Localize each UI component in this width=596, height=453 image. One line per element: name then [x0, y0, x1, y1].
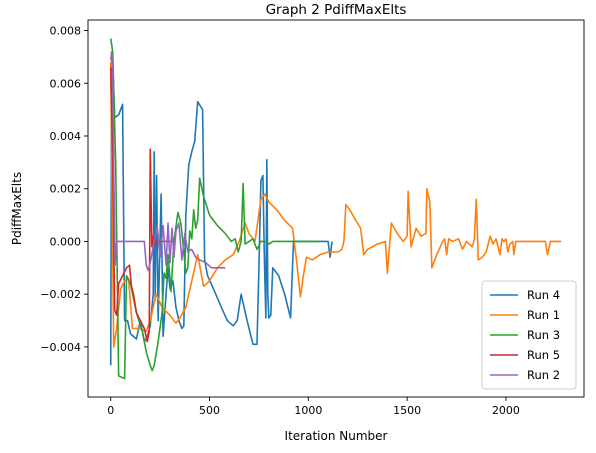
plot-frame	[87, 19, 585, 398]
legend-label-run-4: Run 4	[527, 288, 560, 302]
y-tick-label: −0.004	[40, 341, 81, 354]
x-tick-label: 2000	[492, 404, 520, 417]
y-tick-label: −0.002	[40, 288, 81, 301]
y-tick-label: 0.002	[50, 183, 82, 196]
legend-label-run-1: Run 1	[527, 308, 560, 322]
series-line-run-2	[109, 50, 226, 272]
series-line-run-3	[109, 38, 319, 380]
x-tick-label: 500	[199, 404, 220, 417]
x-tick-label: 1500	[393, 404, 421, 417]
y-axis-label: PdiffMaxElts	[10, 172, 24, 245]
y-axis: −0.004 −0.002 0.000 0.002 0.004 0.006 0.008	[40, 25, 88, 354]
x-tick-label: 1000	[294, 404, 322, 417]
chart-title: Graph 2 PdiffMaxElts	[266, 2, 407, 18]
series-line-run-1	[109, 62, 562, 348]
legend-box	[481, 280, 577, 390]
y-tick-label: 0.004	[50, 130, 82, 143]
y-tick-label: 0.000	[50, 235, 82, 248]
series-line-run-5	[109, 67, 174, 343]
y-tick-label: 0.006	[50, 77, 82, 90]
x-axis-label: Iteration Number	[285, 429, 388, 443]
legend-label-run-3: Run 3	[527, 328, 560, 342]
x-axis: 0 500 1000 1500 2000	[107, 397, 520, 417]
series-layer	[109, 38, 562, 380]
legend-label-run-2: Run 2	[527, 368, 560, 382]
legend-label-run-5: Run 5	[527, 348, 560, 362]
x-tick-label: 0	[107, 404, 114, 417]
y-tick-label: 0.008	[50, 25, 82, 38]
legend: Run 4 Run 1 Run 3 Run 5 Run 2	[481, 280, 577, 390]
